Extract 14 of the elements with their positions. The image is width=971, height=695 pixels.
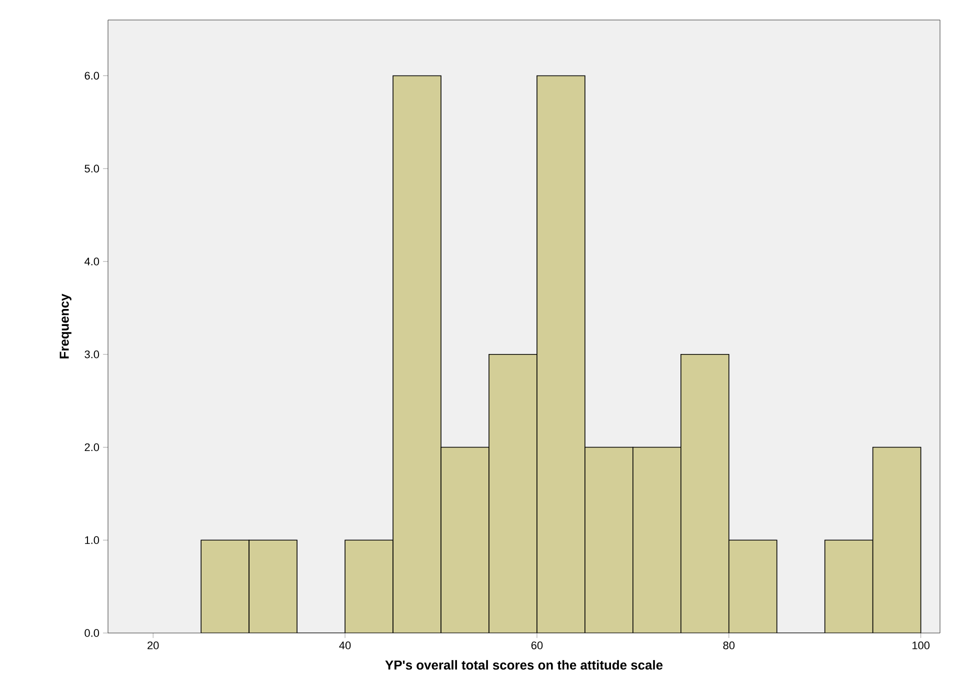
x-tick-label: 80	[723, 642, 735, 650]
y-axis-title: Frequency	[60, 294, 72, 358]
y-tick-label: 1.0	[85, 536, 100, 544]
x-axis-title: YP's overall total scores on the attitude scale	[385, 660, 663, 670]
x-tick-label: 60	[531, 642, 543, 650]
y-tick-label: 4.0	[84, 258, 100, 266]
x-tick-label: 40	[339, 642, 351, 650]
y-tick-label: 6.0	[84, 72, 100, 80]
y-tick-label: 0.0	[84, 629, 100, 637]
x-tick-label: 20	[148, 642, 159, 650]
y-tick-label: 3.0	[84, 350, 100, 358]
y-tick-label: 5.0	[84, 164, 100, 172]
x-tick-label: 100	[912, 642, 930, 650]
y-tick-label: 2.0	[84, 443, 100, 452]
